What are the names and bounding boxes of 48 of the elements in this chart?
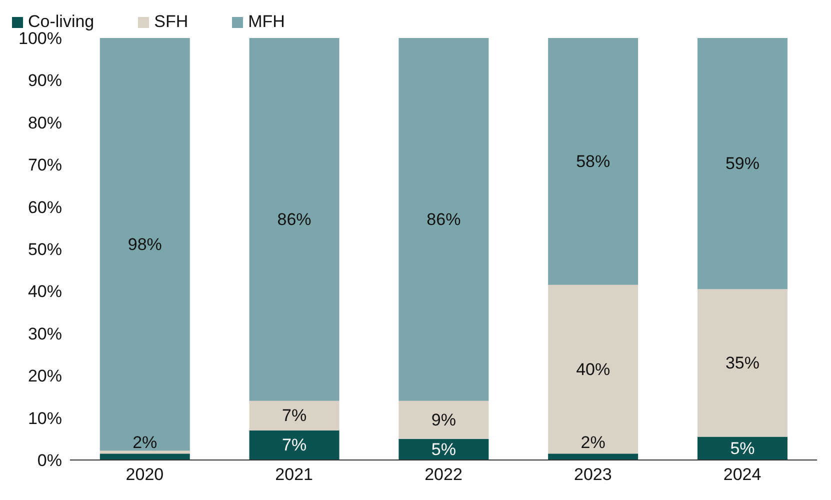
legend-label: SFH xyxy=(153,12,188,32)
y-tick-label: 20% xyxy=(28,366,62,386)
bar xyxy=(100,454,190,460)
y-tick-label: 80% xyxy=(28,113,62,132)
data-label: 86% xyxy=(277,210,312,229)
bar xyxy=(249,38,340,401)
data-label: 2% xyxy=(580,433,606,452)
data-label: 7% xyxy=(282,406,307,426)
bar xyxy=(398,38,489,401)
y-tick-label: 60% xyxy=(28,198,62,217)
bar xyxy=(100,38,190,451)
bar xyxy=(398,438,489,460)
bar xyxy=(100,450,190,454)
legend-label: Co-living xyxy=(27,12,94,32)
bar xyxy=(697,38,788,290)
x-tick-label: 2020 xyxy=(126,465,164,484)
y-tick-label: 70% xyxy=(28,156,62,175)
bar xyxy=(697,289,788,437)
data-label: 98% xyxy=(128,234,162,254)
legend-label: MFH xyxy=(247,12,285,32)
bar xyxy=(249,430,340,460)
y-tick-label: 30% xyxy=(28,324,62,344)
bar xyxy=(548,38,638,285)
bar xyxy=(548,454,638,460)
data-label: 7% xyxy=(282,436,307,455)
y-tick-label: 100% xyxy=(18,29,62,48)
y-tick-label: 10% xyxy=(28,408,62,428)
data-label: 59% xyxy=(725,154,760,174)
bar xyxy=(398,400,489,439)
data-label: 9% xyxy=(431,410,456,430)
x-tick-label: 2021 xyxy=(275,465,314,484)
data-label: 58% xyxy=(576,152,610,171)
data-label: 5% xyxy=(730,438,755,458)
bar xyxy=(697,436,788,460)
data-label: 35% xyxy=(725,353,760,372)
data-label: 5% xyxy=(431,440,456,459)
x-tick-label: 2024 xyxy=(723,465,762,484)
x-tick-label: 2023 xyxy=(574,465,612,484)
bar xyxy=(249,400,340,430)
x-tick-label: 2022 xyxy=(424,465,462,484)
y-tick-label: 0% xyxy=(37,451,62,470)
data-label: 86% xyxy=(426,210,461,229)
y-tick-label: 50% xyxy=(28,240,62,260)
data-label: 40% xyxy=(576,360,610,379)
data-label: 2% xyxy=(132,433,158,452)
bar xyxy=(548,284,638,454)
y-tick-label: 90% xyxy=(28,71,62,90)
y-tick-label: 40% xyxy=(28,282,62,302)
